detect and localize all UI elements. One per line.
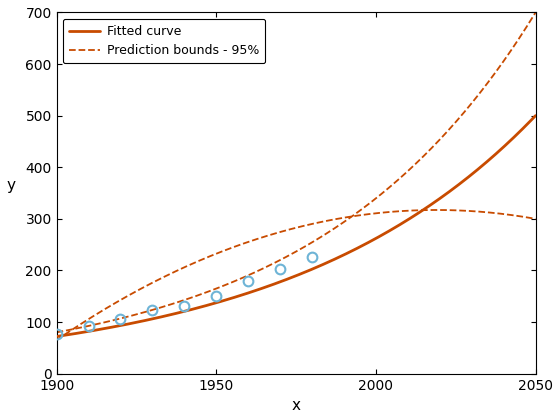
Fitted curve [532, 113, 539, 118]
X-axis label: x: x [292, 398, 301, 413]
Legend: Fitted curve, Prediction bounds - 95%: Fitted curve, Prediction bounds - 95% [63, 19, 265, 63]
Fitted curve [102, 326, 109, 331]
Prediction bounds - 95% [427, 147, 433, 152]
Line: Fitted curve: Fitted curve [57, 116, 535, 336]
Fitted curve [53, 334, 60, 339]
Prediction bounds - 95% [532, 10, 539, 15]
Fitted curve [435, 197, 442, 202]
Prediction bounds - 95% [102, 320, 109, 325]
Prediction bounds - 95% [53, 330, 60, 335]
Prediction bounds - 95% [247, 272, 254, 277]
Line: Prediction bounds - 95%: Prediction bounds - 95% [57, 13, 535, 332]
Fitted curve [382, 231, 389, 236]
Y-axis label: y: y [7, 178, 16, 193]
Fitted curve [247, 290, 254, 295]
Prediction bounds - 95% [264, 264, 271, 269]
Prediction bounds - 95% [435, 138, 442, 143]
Fitted curve [427, 203, 433, 208]
Fitted curve [264, 284, 271, 289]
Prediction bounds - 95% [382, 188, 389, 193]
